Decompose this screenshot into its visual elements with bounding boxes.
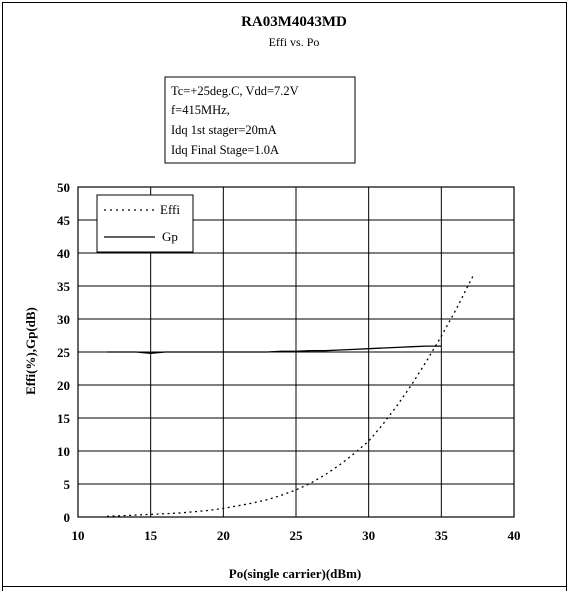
y-tick-label: 25 <box>57 345 71 360</box>
y-tick-label: 10 <box>57 444 70 459</box>
y-tick-label: 20 <box>57 378 70 393</box>
y-tick-label: 0 <box>64 510 71 525</box>
legend-effi-label: Effi <box>160 202 180 217</box>
x-tick-label: 35 <box>435 528 449 543</box>
condition-line: Tc=+25deg.C, Vdd=7.2V <box>171 84 299 98</box>
x-tick-label: 40 <box>508 528 521 543</box>
frame-edge-left <box>2 586 3 591</box>
series-layer <box>107 275 474 517</box>
y-tick-label: 45 <box>57 213 71 228</box>
chart-frame <box>2 2 567 587</box>
tick-labels: 10 15 20 25 30 35 40 0 5 10 15 20 25 30 35 40 45 50 <box>57 180 521 543</box>
y-tick-label: 35 <box>57 279 71 294</box>
y-tick-label: 40 <box>57 246 70 261</box>
grid <box>77 186 515 518</box>
x-tick-label: 30 <box>362 528 375 543</box>
chart-title: RA03M4043MD <box>241 14 347 30</box>
series-line-effi <box>107 275 474 517</box>
condition-line: Idq 1st stager=20mA <box>171 123 277 137</box>
frame-edge-right <box>566 586 567 591</box>
legend: Effi Gp <box>96 194 194 253</box>
x-tick-label: 10 <box>72 528 85 543</box>
y-tick-label: 5 <box>64 477 71 492</box>
y-tick-label: 30 <box>57 312 70 327</box>
chart-subtitle: Effi vs. Po <box>269 35 320 49</box>
condition-line: f=415MHz, <box>171 103 230 117</box>
legend-gp-label: Gp <box>162 229 178 244</box>
y-axis-label: Effi(%),Gp(dB) <box>23 307 38 395</box>
y-tick-label: 15 <box>57 411 71 426</box>
x-tick-label: 15 <box>144 528 158 543</box>
plot-area <box>77 186 515 518</box>
conditions-box: Tc=+25deg.C, Vdd=7.2V f=415MHz, Idq 1st … <box>164 76 356 164</box>
x-tick-label: 25 <box>290 528 304 543</box>
y-tick-label: 50 <box>57 180 70 195</box>
series-line-gp <box>107 345 442 354</box>
x-tick-label: 20 <box>217 528 230 543</box>
x-axis-label: Po(single carrier)(dBm) <box>229 566 361 581</box>
condition-line: Idq Final Stage=1.0A <box>171 143 279 157</box>
